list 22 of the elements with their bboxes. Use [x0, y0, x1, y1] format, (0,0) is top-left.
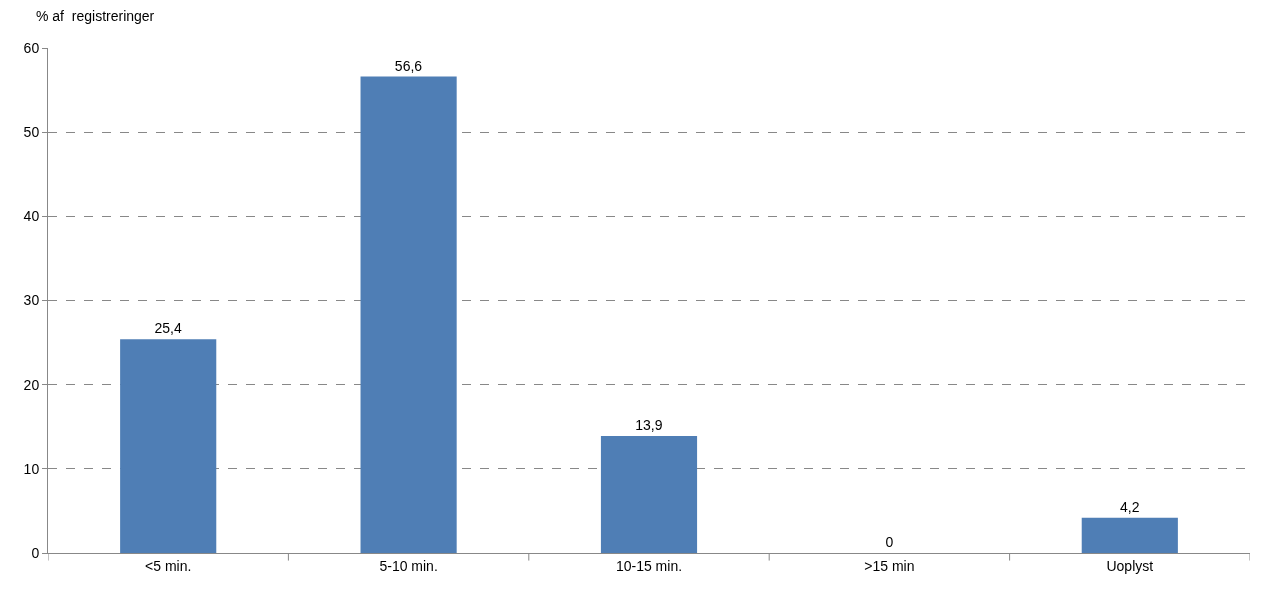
x-tick-label: Uoplyst — [1106, 557, 1154, 574]
data-label: 0 — [885, 534, 894, 550]
x-tick-label: 10-15 min. — [615, 557, 683, 574]
data-label: 25,4 — [154, 320, 182, 337]
y-tick-label: 60 — [23, 39, 40, 56]
y-tick-label: 40 — [23, 208, 40, 225]
y-axis-title: % af registreringer — [36, 8, 155, 24]
y-tick-label: 50 — [23, 124, 40, 141]
bar — [360, 76, 457, 553]
x-tick-label: <5 min. — [145, 557, 192, 574]
bar — [600, 436, 698, 553]
data-label: 13,9 — [635, 417, 663, 434]
data-label: 56,6 — [394, 57, 423, 74]
y-tick-label: 20 — [23, 376, 40, 393]
bar — [120, 339, 217, 553]
bar — [1081, 517, 1178, 553]
y-tick-label: 30 — [23, 292, 40, 309]
y-tick-label: 10 — [23, 460, 40, 477]
x-tick-label: 5-10 min. — [379, 557, 438, 574]
data-label: 4,2 — [1119, 498, 1140, 515]
y-tick-label: 0 — [31, 544, 40, 561]
x-tick-label: >15 min — [864, 557, 915, 574]
